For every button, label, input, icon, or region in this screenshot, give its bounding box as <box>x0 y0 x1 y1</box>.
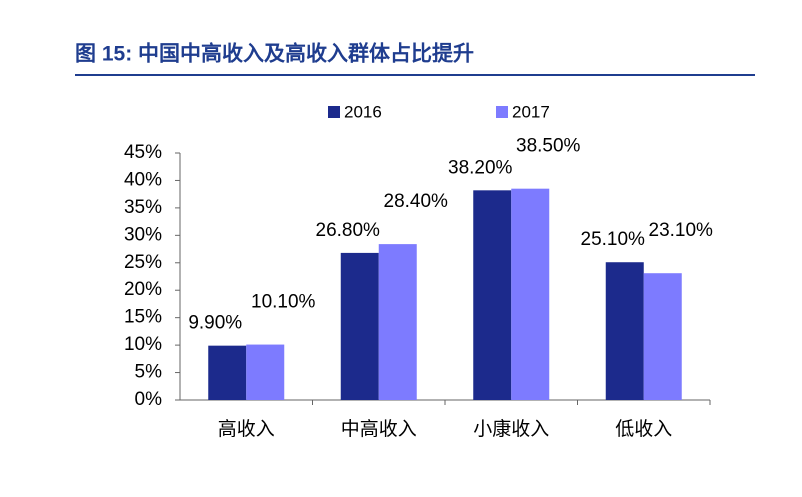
legend-swatch <box>496 106 508 118</box>
bar <box>605 262 644 400</box>
value-label: 38.50% <box>516 136 581 157</box>
y-tick-label: 40% <box>124 169 162 190</box>
x-tick-label: 小康收入 <box>473 418 549 440</box>
value-label: 38.20% <box>448 157 513 178</box>
legend-label: 2016 <box>344 102 382 121</box>
legend-label: 2017 <box>512 102 550 121</box>
x-tick-label: 高收入 <box>218 418 275 440</box>
y-tick-label: 35% <box>124 197 162 218</box>
bar <box>473 190 512 400</box>
y-tick-label: 30% <box>124 224 162 245</box>
y-tick-label: 0% <box>135 389 163 410</box>
bar <box>378 244 417 400</box>
y-tick-label: 5% <box>135 362 163 383</box>
bar <box>511 188 550 400</box>
value-label: 25.10% <box>581 229 646 250</box>
chart-title: 图 15: 中国中高收入及高收入群体占比提升 <box>75 42 474 66</box>
bar <box>246 344 285 400</box>
y-tick-label: 10% <box>124 334 162 355</box>
y-tick-label: 25% <box>124 252 162 273</box>
y-tick-label: 15% <box>124 307 162 328</box>
value-label: 26.80% <box>316 220 381 241</box>
bar <box>340 252 379 400</box>
bar <box>643 273 682 400</box>
x-tick-label: 低收入 <box>615 418 672 440</box>
y-tick-label: 45% <box>124 142 162 163</box>
value-label: 9.90% <box>188 313 242 334</box>
x-tick-label: 中高收入 <box>341 418 417 440</box>
y-tick-label: 20% <box>124 279 162 300</box>
value-label: 10.10% <box>251 292 316 313</box>
legend-swatch <box>328 106 340 118</box>
value-label: 28.40% <box>384 191 449 212</box>
bar <box>208 345 247 400</box>
value-label: 23.10% <box>649 220 714 241</box>
